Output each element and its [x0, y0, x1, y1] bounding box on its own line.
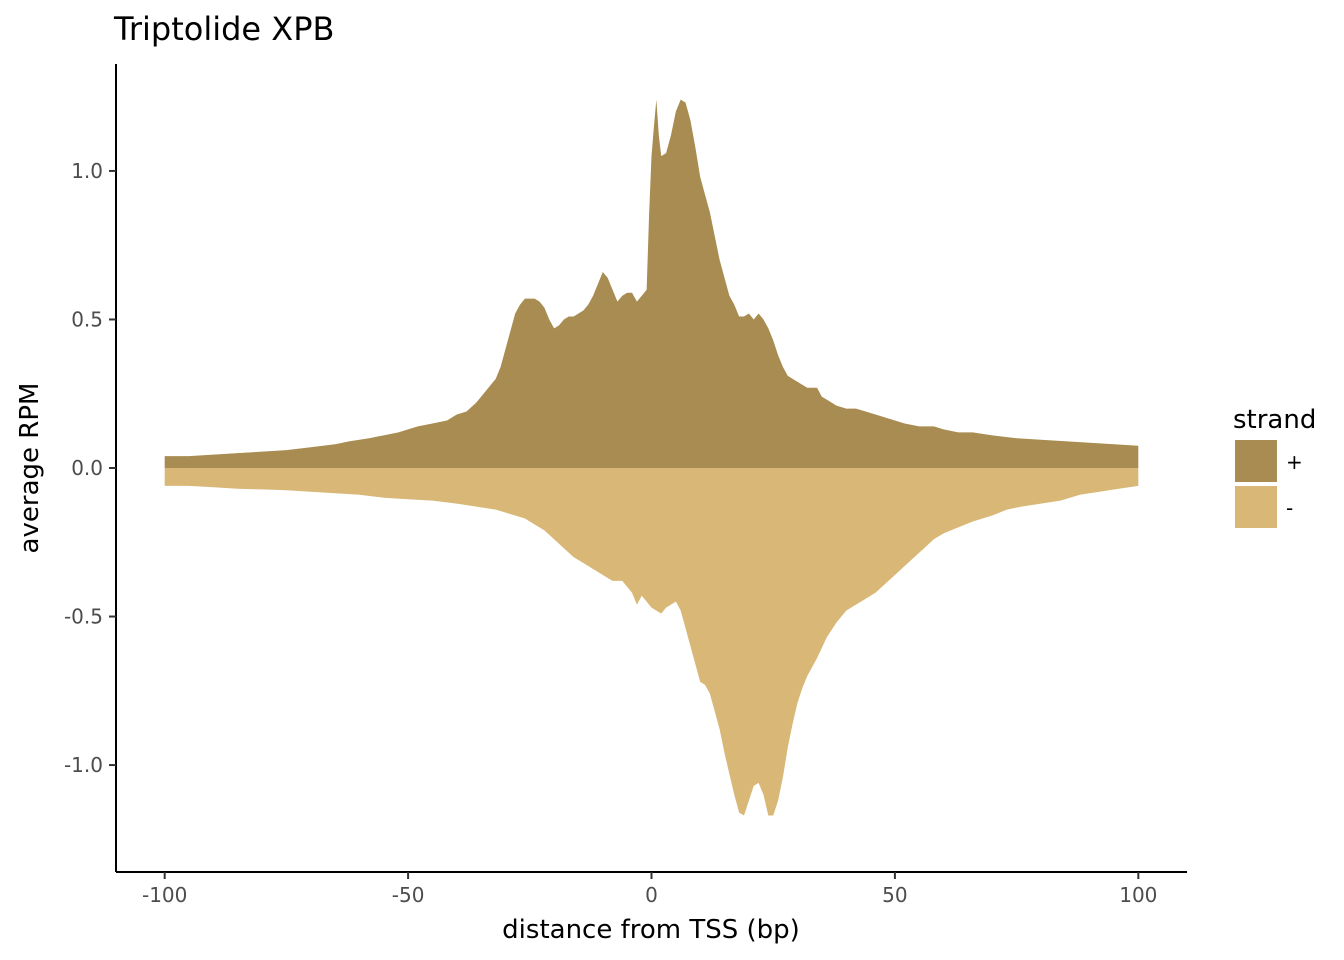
plot-area — [164, 99, 1139, 816]
legend: strand + - — [1233, 405, 1316, 528]
y-tick-label: 1.0 — [71, 159, 103, 183]
legend-title: strand — [1233, 405, 1316, 435]
legend-key — [1235, 440, 1277, 482]
legend-label: + — [1286, 450, 1303, 474]
x-tick-label: -100 — [142, 883, 187, 907]
legend-label: - — [1286, 496, 1293, 520]
legend-key — [1235, 486, 1277, 528]
x-tick-label: 0 — [645, 883, 658, 907]
y-tick-label: 0.5 — [71, 307, 103, 331]
y-axis-title: average RPM — [15, 383, 45, 554]
y-tick-label: 0.0 — [71, 456, 103, 480]
plot-title: Triptolide XPB — [113, 10, 334, 48]
axes: -100 -50 0 50 100 -1.0 -0.5 0.0 0.5 1.0 — [64, 64, 1187, 907]
y-tick-label: -1.0 — [64, 753, 103, 777]
x-tick-label: 100 — [1119, 883, 1157, 907]
x-axis-title: distance from TSS (bp) — [502, 915, 800, 945]
y-tick-label: -0.5 — [64, 605, 103, 629]
x-tick-label: 50 — [882, 883, 907, 907]
area-series-minus — [164, 468, 1139, 816]
x-tick-label: -50 — [392, 883, 425, 907]
area-series-plus — [164, 99, 1139, 469]
